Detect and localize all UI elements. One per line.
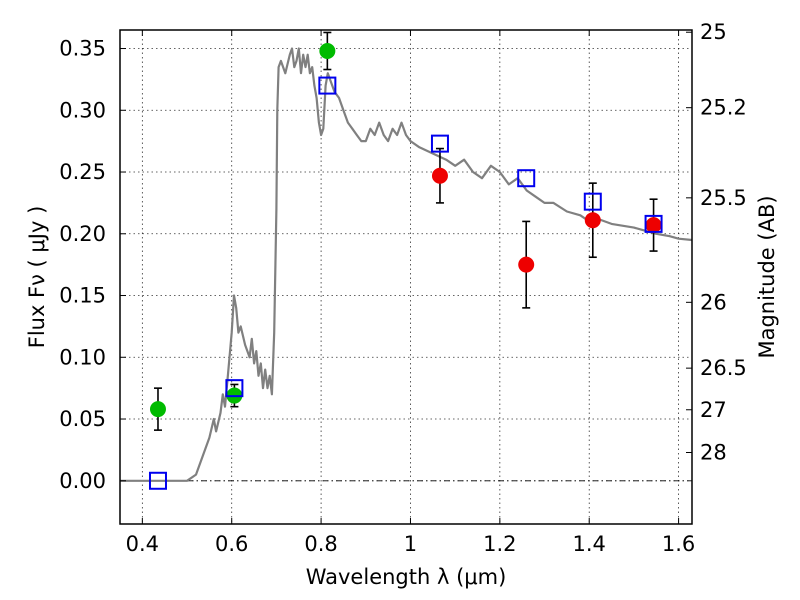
- x-tick-label: 0.8: [304, 532, 337, 556]
- model-square: [318, 76, 337, 95]
- model-squares-layer: [148, 76, 663, 490]
- red-data-point: [518, 256, 535, 273]
- y-axis-label: Flux Fν ( μJy ): [25, 206, 49, 349]
- red-data-point: [584, 212, 601, 229]
- data-points-layer: [149, 42, 662, 418]
- model-square: [644, 214, 663, 233]
- x-tick-label: 1.2: [483, 532, 516, 556]
- green-data-point: [149, 401, 166, 418]
- y-tick-label: 0.15: [59, 284, 106, 308]
- y-tick-label: 0.30: [59, 98, 106, 122]
- tick-marks: [120, 30, 692, 524]
- right-axis-label: Magnitude (AB): [755, 195, 779, 358]
- model-square: [225, 379, 244, 398]
- y-tick-label: 0.25: [59, 160, 106, 184]
- right-tick-label: 27: [700, 398, 727, 422]
- x-tick-label: 1.4: [573, 532, 606, 556]
- right-tick-labels: 25 25.2 25.5 26 26.5 27 28: [700, 20, 747, 464]
- model-square: [583, 192, 602, 211]
- x-axis-label: Wavelength λ (μm): [306, 565, 507, 589]
- x-tick-labels: 0.4 0.6 0.8 1 1.2 1.4 1.6: [126, 532, 696, 556]
- red-data-point: [645, 217, 662, 234]
- red-data-point: [431, 167, 448, 184]
- y-tick-label: 0.10: [59, 345, 106, 369]
- right-tick-label: 25.5: [700, 186, 747, 210]
- y-tick-labels: 0.00 0.05 0.10 0.15 0.20 0.25 0.30 0.35: [59, 37, 106, 493]
- x-tick-label: 0.6: [215, 532, 248, 556]
- x-tick-label: 1: [404, 532, 417, 556]
- right-tick-label: 25: [700, 20, 727, 44]
- right-tick-label: 25.2: [700, 96, 747, 120]
- model-square: [148, 471, 167, 490]
- x-tick-label: 1.6: [662, 532, 695, 556]
- y-tick-label: 0.05: [59, 407, 106, 431]
- green-data-point: [319, 42, 336, 59]
- right-tick-label: 26.5: [700, 356, 747, 380]
- x-tick-label: 0.4: [126, 532, 159, 556]
- model-square: [517, 169, 536, 188]
- sed-line: [120, 47, 693, 482]
- plot-frame: [119, 29, 693, 525]
- sed-curve-layer: [120, 47, 693, 482]
- right-tick-label: 26: [700, 290, 727, 314]
- right-tick-label: 28: [700, 440, 727, 464]
- y-tick-label: 0.35: [59, 37, 106, 61]
- model-square: [430, 134, 449, 153]
- y-tick-label: 0.00: [59, 469, 106, 493]
- y-tick-label: 0.20: [59, 222, 106, 246]
